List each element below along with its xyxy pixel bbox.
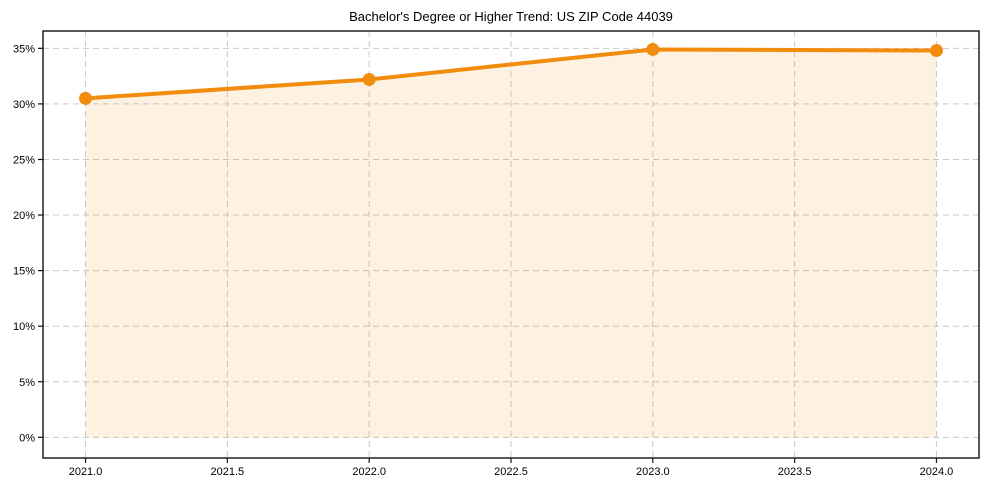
x-tick-label: 2021.5 — [211, 466, 245, 478]
data-marker-layer — [79, 42, 943, 105]
x-tick-label: 2023.5 — [778, 466, 812, 478]
x-tick-label: 2023.0 — [636, 466, 670, 478]
y-tick-label: 10% — [13, 321, 35, 333]
y-tick-label: 25% — [13, 154, 35, 166]
data-point — [79, 91, 93, 105]
data-point — [929, 44, 943, 58]
data-point — [362, 72, 376, 86]
y-tick-label: 20% — [13, 210, 35, 222]
trend-line-layer — [83, 47, 939, 101]
x-tick-label: 2022.5 — [494, 466, 528, 478]
trend-line — [83, 47, 939, 101]
y-tick-label: 5% — [19, 377, 35, 389]
x-tick-label: 2021.0 — [69, 466, 103, 478]
x-tick-label: 2022.0 — [352, 466, 386, 478]
y-tick-label: 0% — [19, 432, 35, 444]
chart-title: Bachelor's Degree or Higher Trend: US ZI… — [349, 9, 673, 24]
data-point — [646, 42, 660, 56]
y-tick-label: 35% — [13, 43, 35, 55]
y-tick-label: 30% — [13, 99, 35, 111]
tick-label-layer: 2021.0 2021.5 2022.0 2022.5 2023.0 2023.5 2024… — [13, 43, 953, 478]
x-tick-label: 2024.0 — [920, 466, 954, 478]
area-fill — [85, 49, 937, 438]
y-tick-label: 15% — [13, 266, 35, 278]
axis-layer — [38, 30, 980, 463]
area-fill-layer — [85, 49, 937, 438]
